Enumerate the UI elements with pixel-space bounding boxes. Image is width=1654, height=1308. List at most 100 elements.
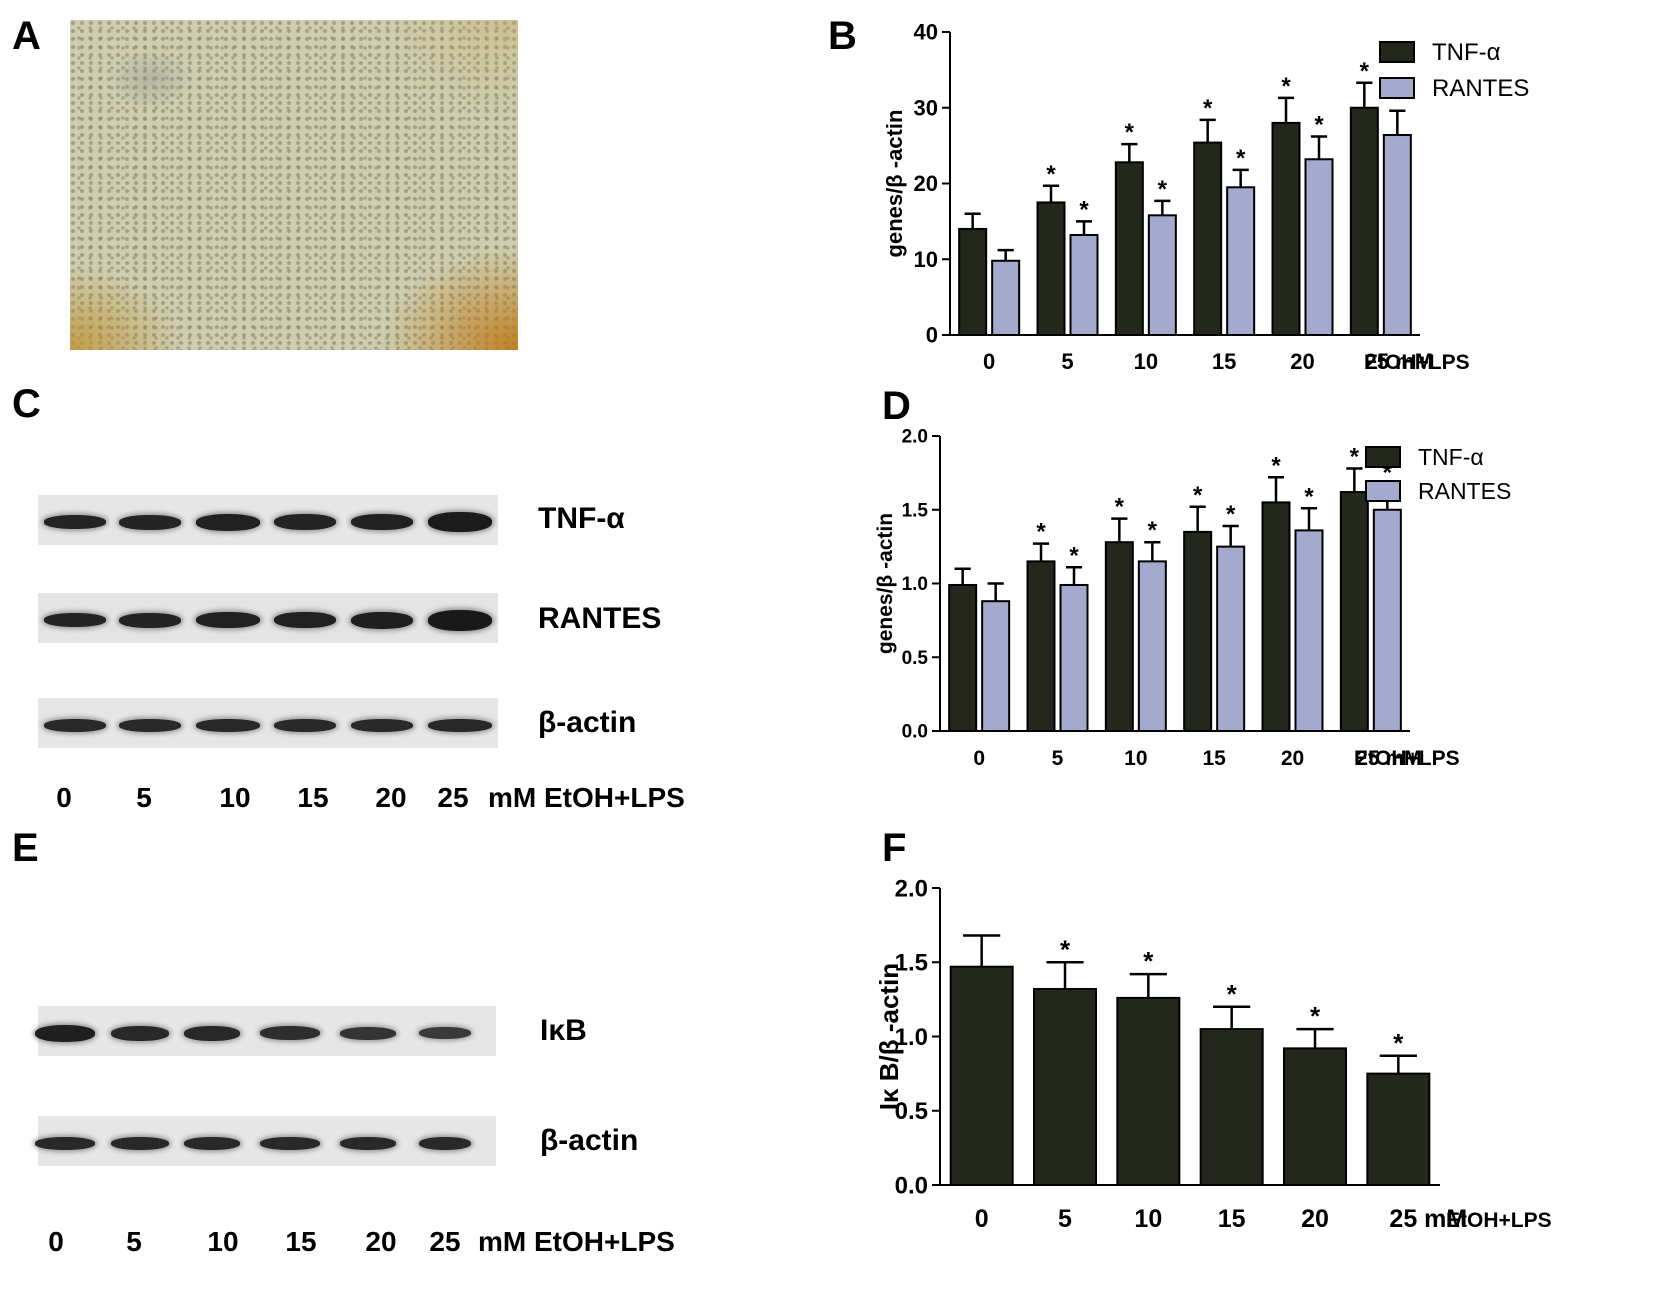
y-axis-label: Iκ B/β -actin: [874, 963, 904, 1110]
blot-band: [351, 611, 413, 629]
bar-rantes: [1372, 508, 1402, 732]
significance-marker: *: [1227, 979, 1238, 1009]
blot-row-label-actin-e: β-actin: [540, 1124, 639, 1157]
lane-label: 10: [207, 1226, 239, 1257]
bar-tnf: [1114, 161, 1144, 336]
blot-band: [351, 514, 413, 530]
x-axis-label: EtOH+LPS: [1446, 1209, 1552, 1232]
significance-marker: *: [1143, 946, 1154, 976]
blot-band: [196, 612, 260, 628]
x-tick-label: 15: [1202, 747, 1226, 770]
blot-band: [260, 1136, 320, 1150]
legend-label: RANTES: [1432, 75, 1529, 102]
significance-marker: *: [1360, 58, 1370, 85]
bar-chart-f: 0.0 0.5 1.0 1.5 2.0 Iκ B/β -actin 0 * 5 * 10 * 15 * 20…: [874, 875, 1552, 1233]
blot-band: [184, 1025, 240, 1041]
blot-band: [351, 718, 413, 732]
blot-band: [419, 1136, 471, 1150]
y-tick-label: 1.5: [902, 500, 929, 521]
blot-band: [196, 718, 260, 732]
blot-band: [35, 1136, 95, 1150]
x-tick-label: 10: [1134, 1205, 1162, 1233]
significance-marker: *: [1304, 483, 1314, 510]
bar-chart-d: 0.0 0.5 1.0 1.5 2.0 genes/β -actin 0 * * 5 * * 10 * * 1…: [874, 427, 1511, 770]
blot-band: [119, 718, 181, 732]
legend-swatch: [1365, 446, 1401, 468]
x-tick-label: 15: [1218, 1205, 1246, 1233]
x-tick-label: 0: [975, 1205, 989, 1233]
bar-tnf: [1036, 201, 1066, 336]
significance-marker: *: [1158, 176, 1168, 203]
blot-band: [419, 1027, 471, 1039]
blot-strip-tnf: [38, 495, 498, 545]
bar-tnf: [1271, 121, 1301, 337]
bar-ikb: [1199, 1028, 1264, 1186]
bar-tnf: [1183, 530, 1213, 732]
y-tick-label: 1.0: [902, 574, 928, 595]
blot-band: [340, 1026, 396, 1040]
y-tick-label: 0: [926, 323, 938, 348]
blot-band: [274, 718, 336, 732]
bar-rantes: [1069, 234, 1099, 336]
blot-row-label-ikb: IκB: [540, 1014, 587, 1047]
bar-ikb: [1283, 1047, 1347, 1186]
blot-band: [111, 1025, 169, 1041]
significance-marker: *: [1314, 112, 1324, 139]
significance-marker: *: [1046, 161, 1056, 188]
x-tick-label: 25 mM: [1389, 1205, 1467, 1233]
bar-rantes: [981, 600, 1011, 732]
blot-band: [196, 513, 260, 531]
lane-axis-label: mM EtOH+LPS: [478, 1226, 675, 1257]
significance-marker: *: [1125, 119, 1135, 146]
bar-rantes: [1147, 214, 1177, 336]
blot-band: [111, 1136, 169, 1150]
blot-band: [340, 1136, 396, 1150]
blot-band: [44, 718, 106, 732]
blot-band: [35, 1024, 95, 1042]
y-tick-label: 0.5: [902, 648, 929, 669]
lane-label: 5: [136, 782, 152, 813]
lane-label: 5: [126, 1226, 142, 1257]
bar-tnf: [1104, 541, 1134, 732]
significance-marker: *: [1079, 196, 1089, 223]
significance-marker: *: [1115, 494, 1125, 521]
blot-band: [428, 512, 492, 532]
blot-row-label-rantes: RANTES: [538, 602, 662, 635]
y-tick-label: 2.0: [902, 427, 928, 448]
y-tick-label: 10: [914, 247, 938, 272]
significance-marker: *: [1393, 86, 1403, 113]
legend-swatch: [1379, 77, 1415, 99]
panel-letter-e: E: [12, 826, 39, 870]
bar-tnf: [1026, 560, 1056, 732]
blot-row-label-actin: β-actin: [538, 706, 637, 739]
significance-marker: *: [1393, 1028, 1404, 1058]
blot-strip-rantes: [38, 593, 498, 643]
bar-tnf: [1193, 141, 1223, 336]
legend-label: TNF-α: [1432, 39, 1501, 66]
legend-swatch: [1365, 480, 1401, 502]
blot-strip-actin: [38, 698, 498, 748]
x-tick-label: 20: [1281, 747, 1304, 770]
blot-band: [260, 1026, 320, 1040]
significance-marker: *: [1036, 519, 1046, 546]
x-tick-label: 20: [1301, 1205, 1329, 1233]
blot-band: [44, 515, 106, 529]
y-axis-label: genes/β -actin: [874, 513, 897, 654]
blot-band: [44, 613, 106, 627]
blot-row-label-tnf: TNF-α: [538, 502, 625, 535]
bar-rantes: [1304, 158, 1334, 336]
blot-band: [274, 514, 336, 530]
blot-band: [428, 609, 492, 631]
legend-swatch: [1379, 41, 1415, 63]
bar-tnf: [958, 227, 988, 336]
significance-marker: *: [1350, 443, 1360, 470]
blot-band: [274, 612, 336, 628]
blot-band: [184, 1136, 240, 1150]
x-tick-label: 25 mM: [1356, 747, 1421, 770]
x-tick-label: 0: [973, 747, 985, 770]
panel-letter-b: B: [828, 14, 857, 58]
panel-letter-d: D: [882, 384, 911, 428]
y-tick-label: 20: [914, 171, 938, 196]
legend-label: RANTES: [1418, 478, 1511, 504]
bar-tnf: [1339, 491, 1369, 732]
